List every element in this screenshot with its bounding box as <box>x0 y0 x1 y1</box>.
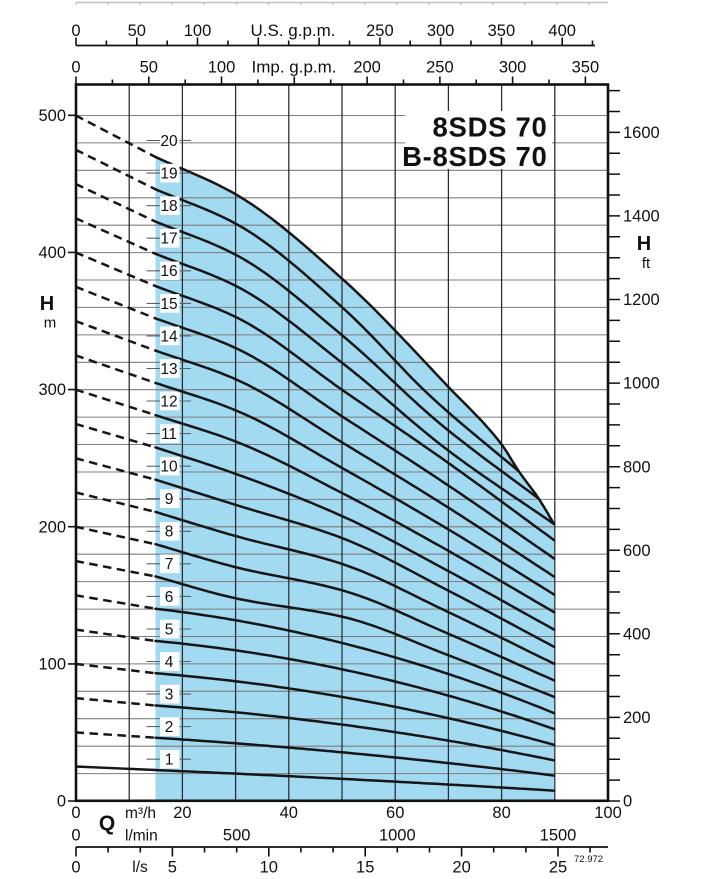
svg-text:50: 50 <box>128 22 146 40</box>
svg-text:6: 6 <box>165 589 174 606</box>
svg-text:600: 600 <box>623 542 651 560</box>
svg-text:200: 200 <box>353 59 381 77</box>
svg-text:0: 0 <box>71 22 80 40</box>
svg-text:40: 40 <box>280 804 298 822</box>
svg-text:300: 300 <box>38 381 66 399</box>
svg-text:m³/h: m³/h <box>125 805 156 822</box>
svg-text:7: 7 <box>165 556 174 573</box>
svg-text:H: H <box>40 293 54 315</box>
svg-text:250: 250 <box>426 59 454 77</box>
svg-text:10: 10 <box>260 859 278 875</box>
svg-text:80: 80 <box>492 804 510 822</box>
svg-text:350: 350 <box>488 22 516 40</box>
svg-text:0: 0 <box>71 859 80 875</box>
svg-text:14: 14 <box>160 328 178 345</box>
svg-text:17: 17 <box>160 231 177 248</box>
svg-text:1200: 1200 <box>623 291 660 309</box>
svg-text:500: 500 <box>38 107 66 125</box>
svg-text:100: 100 <box>38 656 66 674</box>
svg-text:400: 400 <box>548 22 576 40</box>
svg-text:5: 5 <box>168 859 177 875</box>
svg-text:ft: ft <box>642 255 651 272</box>
svg-text:800: 800 <box>623 458 651 476</box>
svg-text:Imp. g.p.m.: Imp. g.p.m. <box>251 58 336 77</box>
svg-text:13: 13 <box>160 361 177 378</box>
svg-text:60: 60 <box>386 804 404 822</box>
svg-text:Q: Q <box>99 812 115 835</box>
svg-text:25: 25 <box>549 859 567 875</box>
svg-text:15: 15 <box>160 296 177 313</box>
svg-text:0: 0 <box>57 793 66 811</box>
svg-text:0: 0 <box>71 804 80 822</box>
svg-text:2: 2 <box>165 719 174 736</box>
svg-text:500: 500 <box>223 827 251 845</box>
svg-text:3: 3 <box>165 687 174 704</box>
svg-text:U.S. g.p.m.: U.S. g.p.m. <box>250 21 335 40</box>
svg-text:300: 300 <box>427 22 455 40</box>
svg-text:4: 4 <box>165 654 174 671</box>
svg-text:300: 300 <box>499 59 527 77</box>
svg-text:16: 16 <box>160 263 177 280</box>
svg-text:400: 400 <box>38 244 66 262</box>
svg-text:B-8SDS 70: B-8SDS 70 <box>402 141 547 172</box>
svg-text:20: 20 <box>160 133 178 150</box>
svg-text:50: 50 <box>140 59 158 77</box>
svg-text:0: 0 <box>71 59 80 77</box>
svg-text:1600: 1600 <box>623 124 660 142</box>
svg-text:1: 1 <box>165 752 174 769</box>
svg-text:1000: 1000 <box>379 827 416 845</box>
svg-text:12: 12 <box>160 393 177 410</box>
svg-text:m: m <box>44 315 57 332</box>
svg-text:10: 10 <box>160 459 178 476</box>
svg-text:250: 250 <box>366 22 394 40</box>
svg-text:100: 100 <box>594 804 622 822</box>
svg-text:72.972: 72.972 <box>574 854 603 865</box>
svg-text:9: 9 <box>165 491 174 508</box>
svg-text:0: 0 <box>71 827 80 845</box>
svg-text:350: 350 <box>572 59 600 77</box>
svg-text:15: 15 <box>356 859 374 875</box>
svg-text:200: 200 <box>623 709 651 727</box>
svg-text:1400: 1400 <box>623 208 660 226</box>
svg-text:1500: 1500 <box>540 827 577 845</box>
svg-text:400: 400 <box>623 625 651 643</box>
svg-text:100: 100 <box>208 59 236 77</box>
svg-text:200: 200 <box>38 518 66 536</box>
svg-text:8SDS 70: 8SDS 70 <box>433 112 548 143</box>
svg-text:19: 19 <box>160 166 177 183</box>
svg-text:11: 11 <box>161 426 177 443</box>
svg-text:18: 18 <box>160 198 177 215</box>
svg-text:l/s: l/s <box>132 859 148 874</box>
svg-text:1000: 1000 <box>623 375 660 393</box>
svg-text:H: H <box>637 233 651 255</box>
svg-text:20: 20 <box>452 859 470 875</box>
svg-text:8: 8 <box>165 524 174 541</box>
svg-text:0: 0 <box>623 793 632 811</box>
svg-text:100: 100 <box>184 22 212 40</box>
svg-text:l/min: l/min <box>125 828 158 845</box>
svg-text:5: 5 <box>165 621 174 638</box>
svg-text:20: 20 <box>173 804 191 822</box>
